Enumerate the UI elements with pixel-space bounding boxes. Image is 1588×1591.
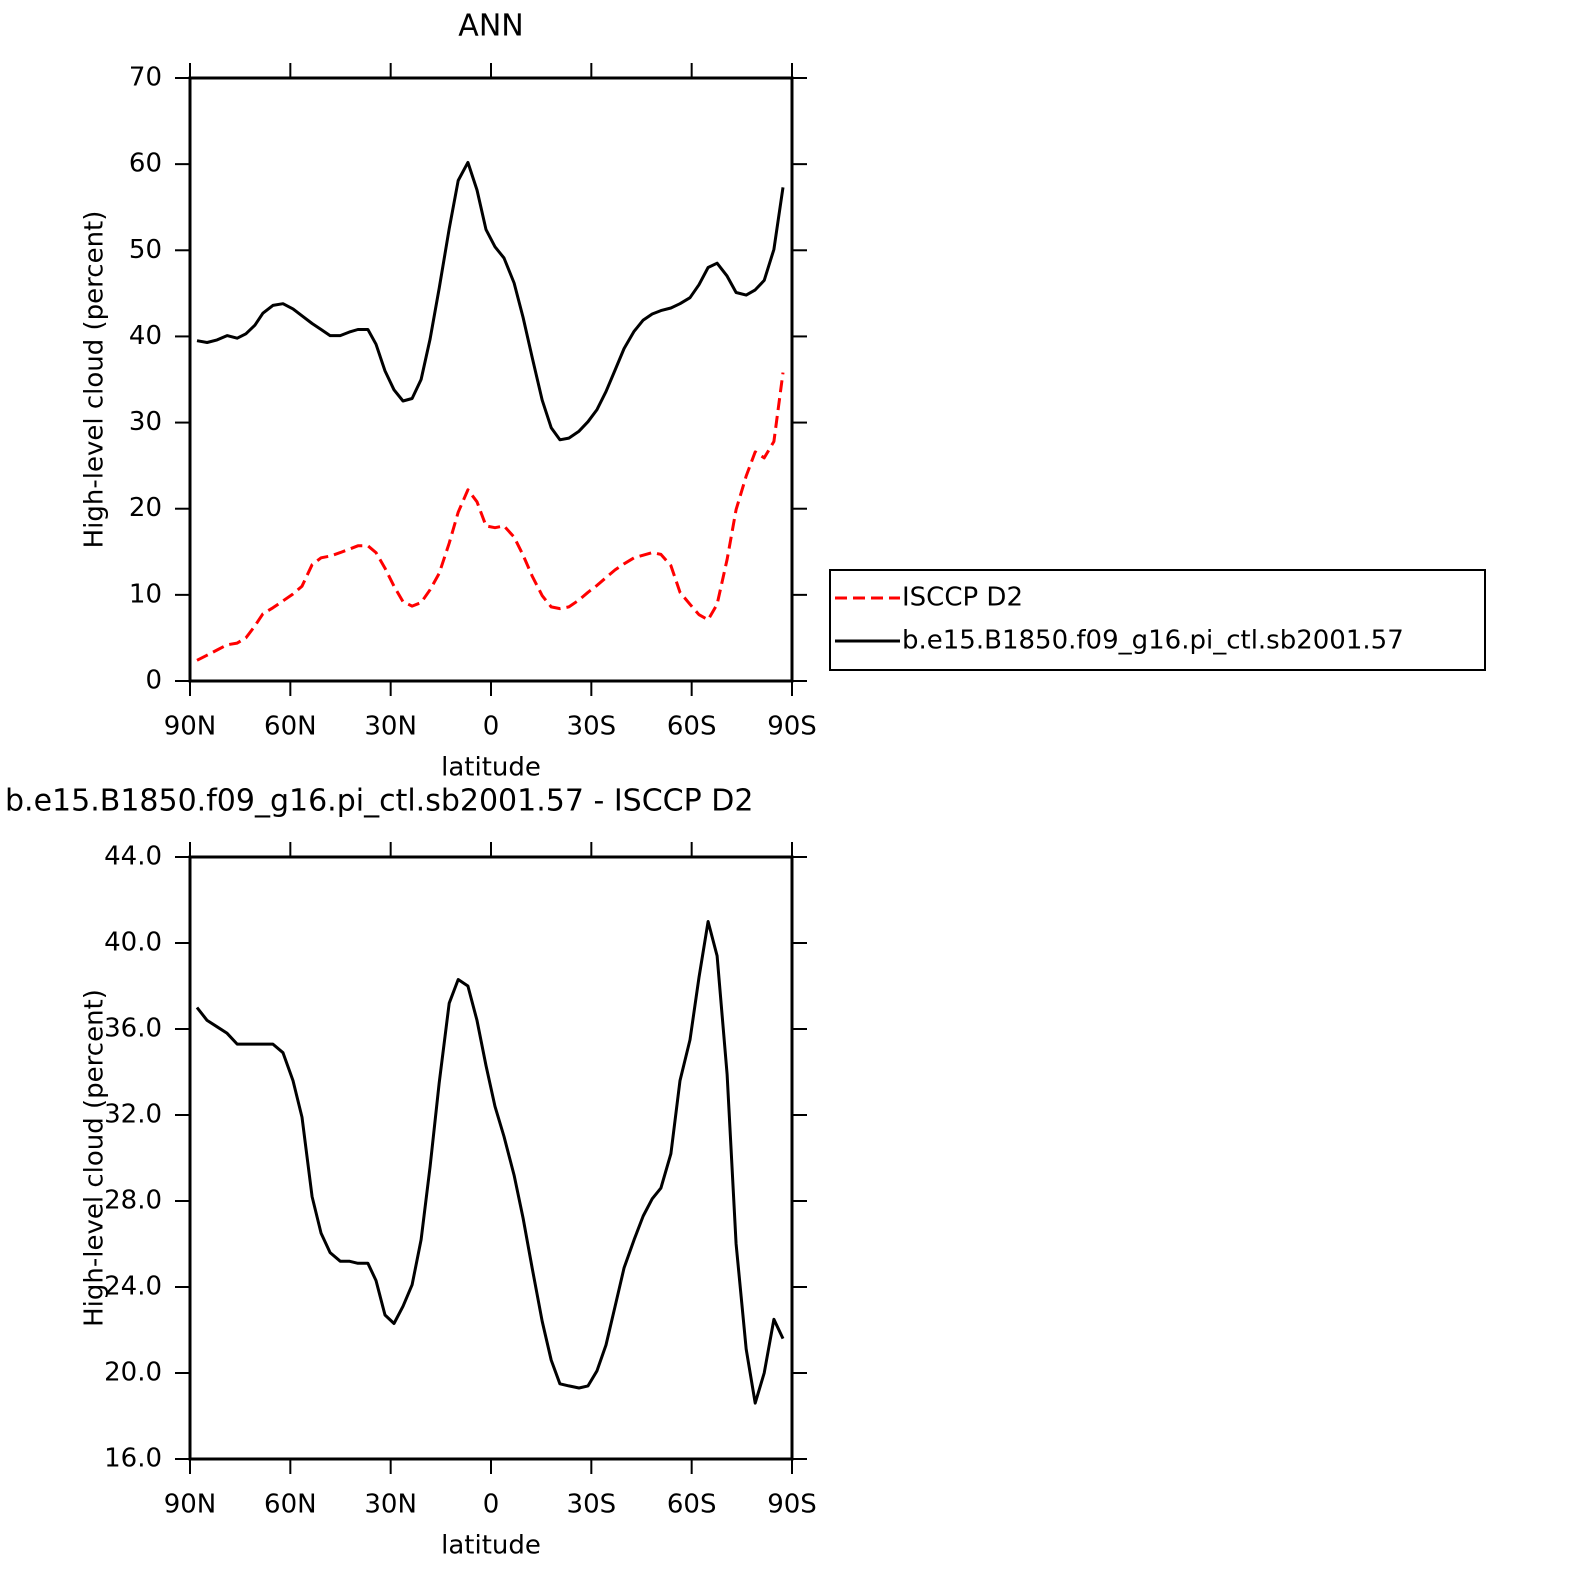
y-tick-label: 40 [129, 321, 162, 351]
x-tick-label: 60N [264, 1490, 317, 1520]
y-tick-label: 0 [145, 666, 162, 696]
x-tick-label: 30S [567, 1490, 617, 1520]
x-tick-label: 30N [364, 712, 417, 742]
x-axis-label: latitude [441, 753, 541, 783]
y-axis-label: High-level cloud (percent) [80, 211, 110, 549]
y-tick-label: 36.0 [104, 1014, 162, 1044]
legend-label: ISCCP D2 [902, 583, 1023, 613]
data-line [196, 372, 785, 662]
y-tick-label: 10 [129, 579, 162, 609]
legend-box [829, 569, 1486, 671]
y-tick-label: 32.0 [104, 1100, 162, 1130]
y-tick-label: 30 [129, 407, 162, 437]
y-tick-label: 20 [129, 493, 162, 523]
y-tick-label: 40.0 [104, 928, 162, 958]
x-tick-label: 30S [567, 712, 617, 742]
chart-title: b.e15.B1850.f09_g16.pi_ctl.sb2001.57 - I… [5, 784, 753, 819]
x-tick-label: 60S [667, 712, 717, 742]
y-tick-label: 28.0 [104, 1186, 162, 1216]
plot-frame [188, 855, 794, 1461]
x-tick-label: 60S [667, 1490, 717, 1520]
x-tick-label: 30N [364, 1490, 417, 1520]
x-axis-label: latitude [441, 1531, 541, 1561]
chart-title: ANN [458, 9, 523, 44]
panel: b.e15.B1850.f09_g16.pi_ctl.sb2001.57 - I… [5, 784, 817, 1561]
y-tick-label: 60 [129, 149, 162, 179]
x-tick-label: 90N [164, 712, 217, 742]
y-tick-label: 50 [129, 235, 162, 265]
y-tick-label: 70 [129, 63, 162, 93]
y-axis-label: High-level cloud (percent) [80, 989, 110, 1327]
x-tick-label: 90N [164, 1490, 217, 1520]
legend-label: b.e15.B1850.f09_g16.pi_ctl.sb2001.57 [902, 626, 1404, 656]
x-tick-label: 60N [264, 712, 317, 742]
plot-frame [188, 76, 794, 683]
y-tick-label: 24.0 [104, 1272, 162, 1302]
y-tick-label: 20.0 [104, 1358, 162, 1388]
panel: ANN 0 10 20 30 40 50 60 70 90N 60N 30N 0 30S 60S 90S lat… [80, 9, 1486, 783]
data-line [196, 160, 785, 442]
y-tick-label: 44.0 [104, 842, 162, 872]
x-tick-label: 0 [483, 712, 500, 742]
x-tick-label: 90S [767, 712, 817, 742]
x-tick-label: 90S [767, 1490, 817, 1520]
legend: ISCCP D2 b.e15.B1850.f09_g16.pi_ctl.sb200… [829, 569, 1486, 671]
data-line [195, 920, 785, 1405]
y-tick-label: 16.0 [104, 1444, 162, 1474]
x-tick-label: 0 [483, 1490, 500, 1520]
